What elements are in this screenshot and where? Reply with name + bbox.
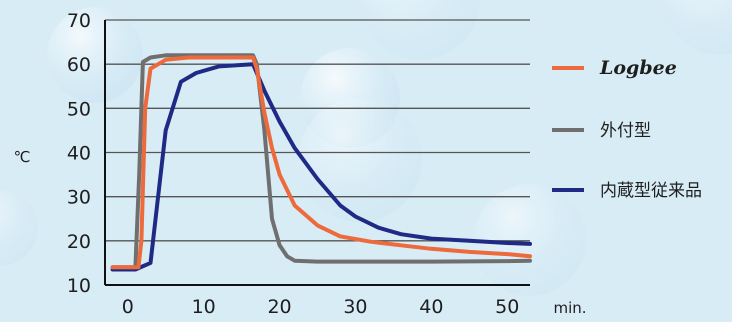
x-tick-label: 0 <box>122 296 134 318</box>
x-axis-label: min. <box>553 299 586 317</box>
legend-label: 外付型 <box>600 121 651 141</box>
y-axis-label: ℃ <box>14 148 31 166</box>
bubble <box>665 0 732 55</box>
y-tick-label: 70 <box>67 10 91 32</box>
y-tick-label: 50 <box>67 98 91 120</box>
axes <box>104 20 530 286</box>
series-line <box>110 53 532 270</box>
x-tick-label: 10 <box>192 296 216 318</box>
x-tick-label: 30 <box>343 296 367 318</box>
y-tick-label: 20 <box>67 231 91 253</box>
series-line <box>110 55 532 270</box>
legend-label: 内蔵型従来品 <box>600 181 702 201</box>
bubble <box>47 7 143 103</box>
series-line <box>110 62 532 272</box>
x-tick-label: 20 <box>267 296 291 318</box>
x-tick-label: 50 <box>495 296 519 318</box>
bubble <box>360 0 480 60</box>
y-tick-labels: 10 20 30 40 50 60 70 <box>67 10 91 297</box>
bubble <box>298 98 422 222</box>
x-tick-labels: 0 10 20 30 40 50 <box>122 296 520 318</box>
y-tick-label: 60 <box>67 54 91 76</box>
x-tick-label: 40 <box>419 296 443 318</box>
bubble <box>0 190 38 266</box>
data-series <box>110 53 532 272</box>
y-tick-label: 30 <box>67 187 91 209</box>
bubble <box>474 184 586 296</box>
y-tick-label: 40 <box>67 143 91 165</box>
legend-label: Logbee <box>599 57 677 79</box>
background-bubbles <box>0 0 732 296</box>
y-tick-label: 10 <box>67 275 91 297</box>
